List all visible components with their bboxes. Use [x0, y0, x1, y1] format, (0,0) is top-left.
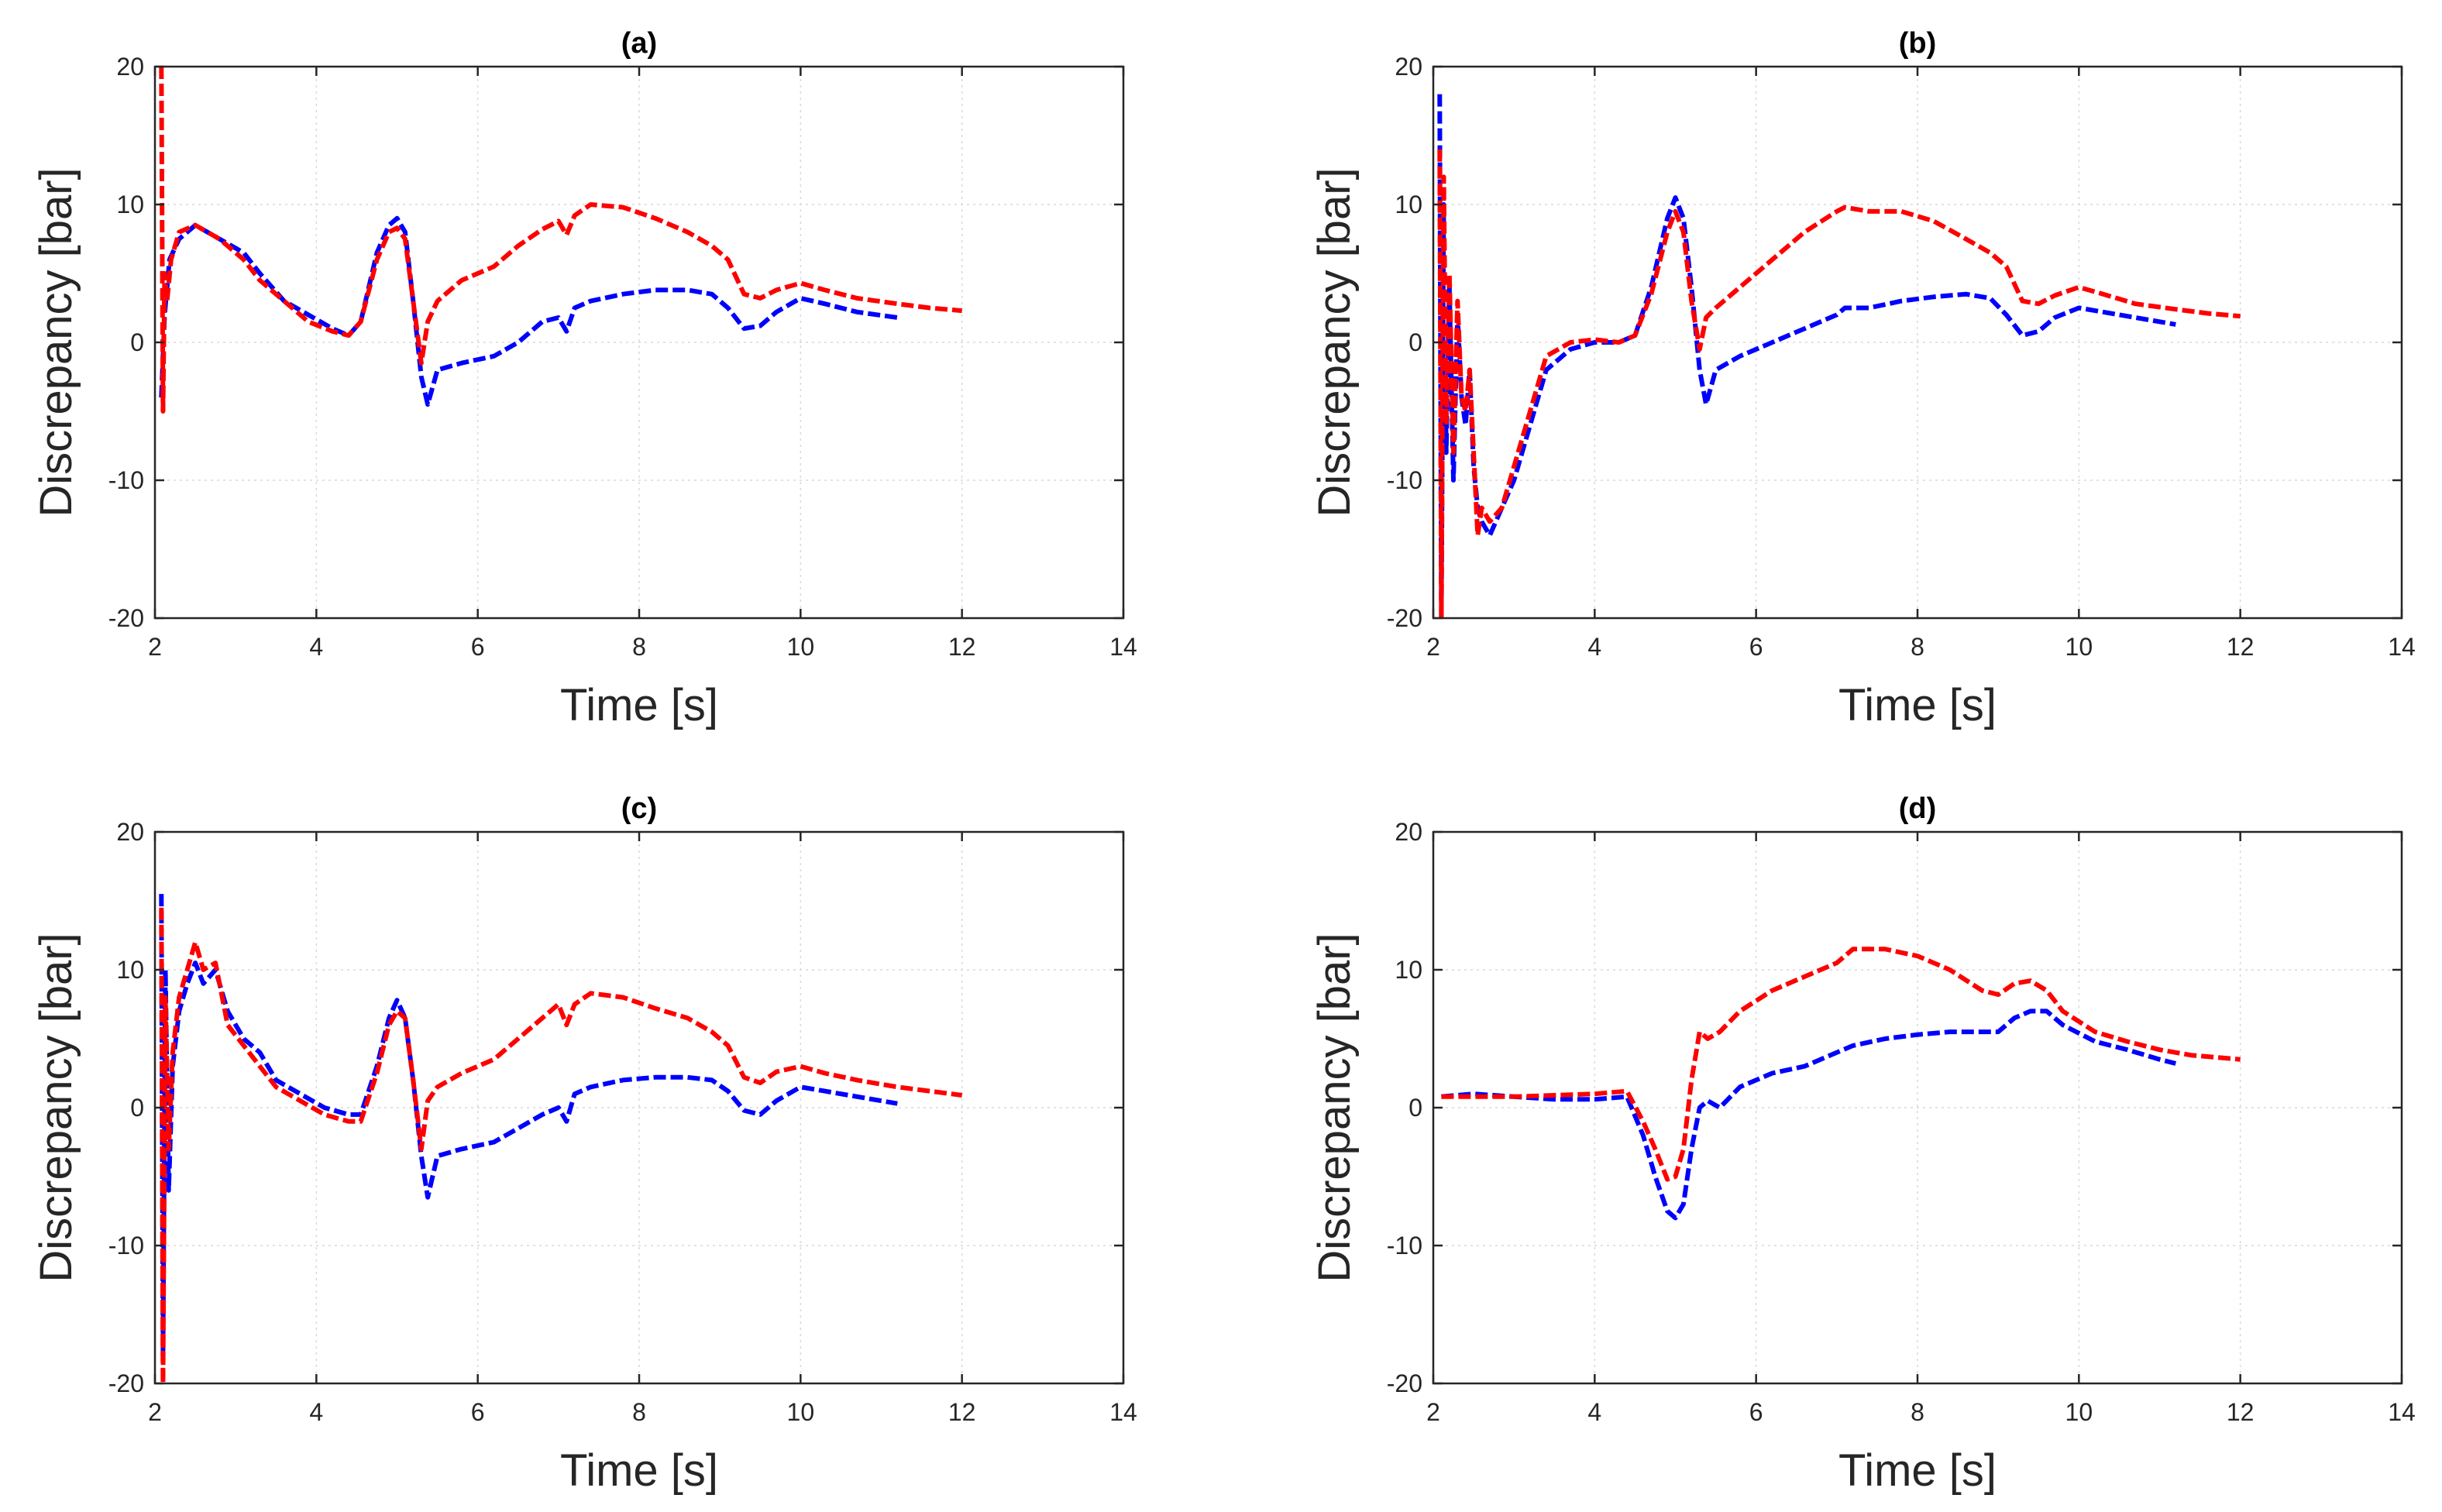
x-tick-label: 8	[1911, 633, 1924, 661]
y-tick-label: 10	[1395, 191, 1422, 218]
series-red	[159, 907, 963, 1383]
y-tick-label: -10	[1387, 1232, 1422, 1259]
chart-panel-4: 2 4 6 8 10 12 14 -20 -10 0 10 20 (d) Time [s] Discrepa…	[1309, 792, 2416, 1496]
x-tick-label: 14	[1109, 633, 1137, 661]
x-axis-label: Time [s]	[560, 1445, 718, 1496]
x-tick-label: 2	[148, 633, 162, 661]
x-tick-label: 4	[1587, 633, 1601, 661]
y-tick-label: 10	[116, 956, 144, 984]
y-tick-label: 0	[1408, 1094, 1422, 1122]
y-axis-label: Discrepancy [bar]	[1309, 933, 1360, 1282]
y-tick-label: 20	[116, 818, 144, 846]
x-tick-label: 8	[632, 633, 646, 661]
x-tick-label: 4	[309, 1398, 323, 1426]
series-red	[159, 67, 962, 414]
x-tick-label: 2	[1426, 633, 1440, 661]
x-tick-label: 12	[2227, 1398, 2255, 1426]
y-tick-label: 10	[1395, 956, 1422, 984]
x-tick-label: 8	[632, 1398, 646, 1426]
series-red	[1441, 947, 2241, 1182]
y-tick-label: 0	[1408, 328, 1422, 356]
y-tick-label: -10	[108, 1232, 144, 1259]
x-tick-label: 4	[1587, 1398, 1601, 1426]
x-tick-label: 14	[1109, 1398, 1137, 1426]
x-tick-label: 10	[2065, 1398, 2093, 1426]
series-blue	[1437, 94, 2176, 618]
y-axis-label: Discrepancy [bar]	[31, 933, 81, 1282]
y-axis-label: Discrepancy [bar]	[31, 167, 81, 517]
x-tick-label: 4	[309, 633, 323, 661]
x-tick-label: 10	[2065, 633, 2093, 661]
y-tick-label: 0	[130, 328, 144, 356]
series-group	[1441, 947, 2241, 1221]
x-tick-label: 2	[148, 1398, 162, 1426]
y-tick-label: 0	[130, 1094, 144, 1122]
x-tick-label: 6	[1749, 1398, 1763, 1426]
series-red	[1437, 149, 2241, 618]
y-tick-label: -20	[1387, 1369, 1422, 1397]
chart-panel-1: 2 4 6 8 10 12 14 -20 -10 0 10 20 (a) Time [s] Discrepa…	[31, 27, 1137, 730]
y-tick-label: 10	[116, 191, 144, 218]
x-tick-label: 14	[2388, 633, 2416, 661]
y-tick-label: -10	[108, 466, 144, 494]
chart-title: (c)	[621, 792, 657, 825]
x-tick-label: 6	[471, 633, 485, 661]
y-tick-label: 20	[116, 53, 144, 81]
y-axis-label: Discrepancy [bar]	[1309, 167, 1360, 517]
x-tick-label: 12	[948, 633, 976, 661]
x-tick-label: 10	[787, 633, 815, 661]
chart-title: (a)	[621, 27, 657, 60]
chart-title: (b)	[1899, 27, 1937, 60]
y-tick-label: -10	[1387, 466, 1422, 494]
x-tick-label: 6	[1749, 633, 1763, 661]
y-tick-label: -20	[108, 1369, 144, 1397]
y-tick-label: -20	[1387, 604, 1422, 632]
series-group	[159, 67, 962, 414]
x-axis-label: Time [s]	[560, 680, 718, 730]
x-tick-label: 14	[2388, 1398, 2416, 1426]
chart-panel-2: 2 4 6 8 10 12 14 -20 -10 0 10 20 (b) Time [s] Discrepa…	[1309, 27, 2416, 730]
y-tick-label: 20	[1395, 53, 1422, 81]
x-tick-label: 6	[471, 1398, 485, 1426]
series-group	[159, 894, 963, 1383]
y-tick-label: 20	[1395, 818, 1422, 846]
y-tick-label: -20	[108, 604, 144, 632]
series-blue	[159, 215, 898, 407]
chart-panel-3: 2 4 6 8 10 12 14 -20 -10 0 10 20 (c) Time [s] Discrepa…	[31, 792, 1137, 1496]
chart-title: (d)	[1899, 792, 1937, 825]
series-blue	[1441, 1009, 2177, 1221]
x-axis-label: Time [s]	[1838, 680, 1997, 730]
x-tick-label: 12	[948, 1398, 976, 1426]
x-tick-label: 12	[2227, 633, 2255, 661]
x-tick-label: 2	[1426, 1398, 1440, 1426]
series-group	[1437, 94, 2241, 618]
x-tick-label: 10	[787, 1398, 815, 1426]
x-axis-label: Time [s]	[1838, 1445, 1997, 1496]
x-tick-label: 8	[1911, 1398, 1924, 1426]
